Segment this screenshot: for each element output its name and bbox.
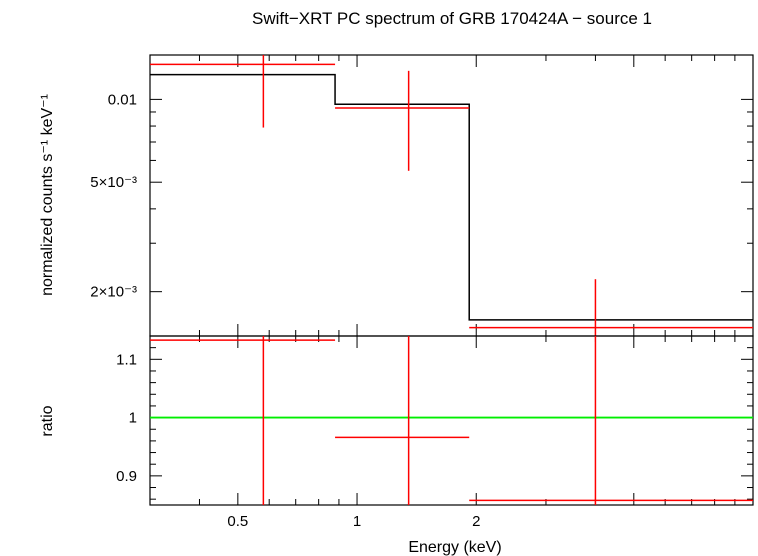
- ratio-data: [150, 336, 753, 505]
- spectrum-y-tick-label: 2×10⁻³: [90, 284, 137, 301]
- spectrum-y-tick-label: 0.01: [108, 91, 137, 108]
- ratio-frame: [149, 335, 754, 506]
- ratio-y-tick-label: 1: [129, 410, 137, 427]
- spectrum-frame: [149, 54, 754, 337]
- top-y-axis-label: normalized counts s⁻¹ keV⁻¹: [39, 94, 56, 296]
- spectrum-panel: 0.01 5×10⁻³ 2×10⁻³: [90, 54, 754, 337]
- bottom-y-axis-label: ratio: [39, 405, 56, 436]
- x-tick-label: 2: [472, 513, 480, 530]
- model-step-line: [150, 73, 753, 321]
- x-tick-label: 1: [353, 513, 361, 530]
- spectrum-y-tick-label: 5×10⁻³: [90, 174, 137, 191]
- ratio-panel: 0.5 1 2 1.1 1 0.9: [116, 335, 754, 530]
- x-tick-label: 0.5: [227, 513, 248, 530]
- spectrum-data: [150, 55, 753, 336]
- chart-title: Swift−XRT PC spectrum of GRB 170424A − s…: [252, 9, 652, 28]
- ratio-y-tick-label: 0.9: [116, 468, 137, 485]
- x-axis-label: Energy (keV): [408, 539, 501, 556]
- ratio-y-tick-label: 1.1: [116, 351, 137, 368]
